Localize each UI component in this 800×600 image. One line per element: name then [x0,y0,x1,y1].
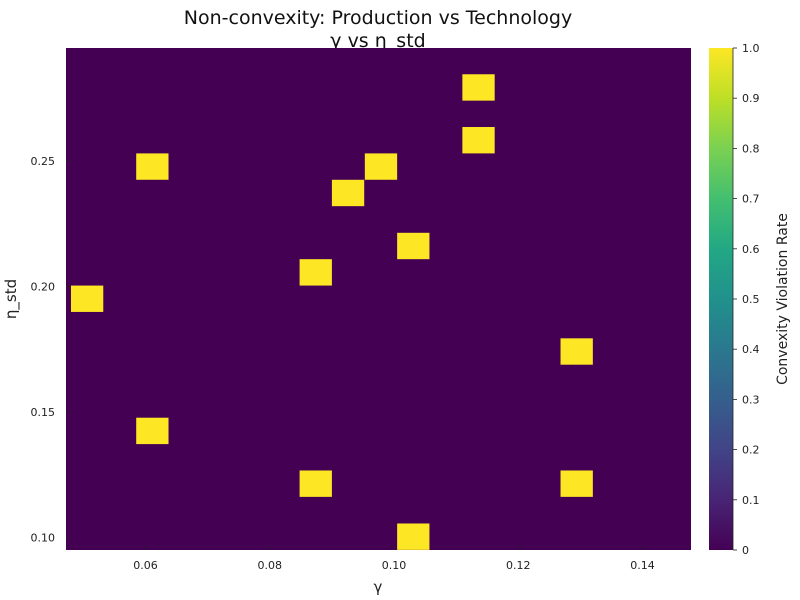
x-tick-label: 0.10 [382,559,407,572]
colorbar-ticks: 0 0.1 0.2 0.3 0.4 0.5 0.6 0.7 0.8 0.9 1.0 [733,42,760,557]
colorbar-tick-label: 0.2 [742,444,760,457]
heatmap-cell-9 [136,417,169,445]
x-tick-label: 0.06 [133,559,158,572]
colorbar-tick-label: 0.4 [742,343,760,356]
colorbar-tick-label: 0 [742,544,749,557]
heatmap-cell-7 [70,285,104,312]
colorbar-tick-label: 0.6 [742,243,760,256]
colorbar-tick-label: 0.5 [742,293,760,306]
y-axis-ticks: 0.10 0.15 0.20 0.25 [31,155,70,545]
heatmap-cell-10 [299,470,332,497]
heatmap-cells [70,74,593,550]
heatmap-cell-0 [462,74,495,101]
heatmap-cell-6 [299,259,332,286]
heatmap-cell-8 [560,338,593,365]
heatmap-cell-2 [136,153,169,180]
y-tick-label: 0.20 [31,280,56,293]
chart-subtitle: γ vs η_std [330,30,425,52]
colorbar [709,48,733,550]
colorbar-tick-label: 0.9 [742,92,760,105]
colorbar-tick-label: 0.8 [742,142,760,155]
colorbar-tick-label: 0.3 [742,393,760,406]
colorbar-tick-label: 1.0 [742,42,760,55]
y-tick-label: 0.15 [31,406,56,419]
x-tick-label: 0.08 [258,559,283,572]
plot-background [66,48,691,550]
heatmap-cell-1 [462,127,495,154]
x-tick-label: 0.12 [506,559,531,572]
y-tick-label: 0.10 [31,532,56,545]
heatmap-cell-11 [560,470,593,497]
heatmap-cell-3 [364,153,398,180]
x-tick-label: 0.14 [630,559,655,572]
chart-title: Non-convexity: Production vs Technology [184,7,572,29]
y-tick-label: 0.25 [31,155,56,168]
x-axis-ticks: 0.06 0.08 0.10 0.12 0.14 [133,546,655,572]
colorbar-label: Convexity Violation Rate [775,213,791,385]
x-axis-label: γ [374,578,383,596]
colorbar-tick-label: 0.1 [742,494,760,507]
y-axis-label: η_std [2,279,21,319]
heatmap-cell-5 [397,232,430,260]
heatmap-cell-4 [331,179,365,207]
colorbar-tick-label: 0.7 [742,193,760,206]
heatmap-cell-12 [397,523,430,550]
